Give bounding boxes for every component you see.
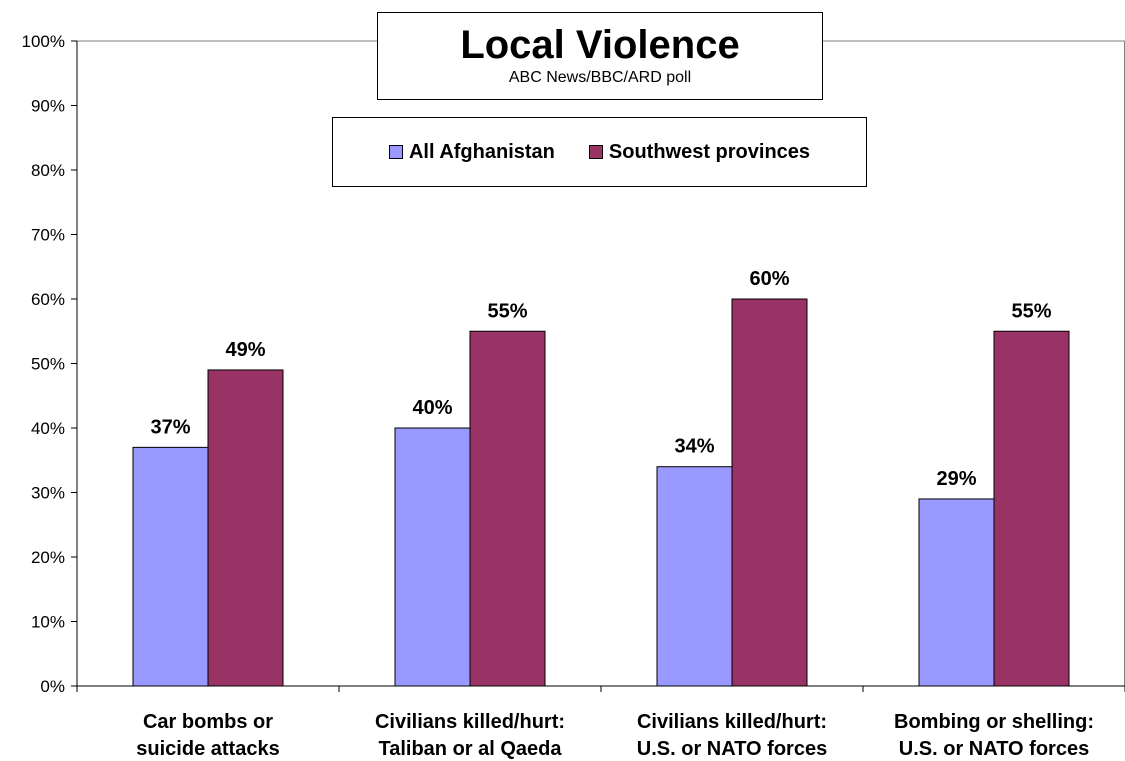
bar-southwest-provinces-1	[207, 369, 284, 687]
y-tick-label: 80%	[31, 161, 65, 180]
bar-all-afghanistan-2	[394, 427, 471, 687]
bar-southwest-provinces-4	[993, 330, 1070, 687]
x-category-label: suicide attacks	[136, 738, 279, 760]
x-category-label: Car bombs or	[143, 711, 273, 733]
y-tick-label: 30%	[31, 484, 65, 503]
bar-all-afghanistan-1	[132, 446, 209, 687]
chart-title: Local Violence	[460, 23, 740, 67]
y-tick-label: 10%	[31, 613, 65, 632]
data-label: 37%	[150, 416, 190, 438]
bar-southwest-provinces-3	[731, 298, 808, 687]
legend-label-southwest-provinces: Southwest provinces	[608, 140, 811, 163]
y-tick-label: 0%	[40, 677, 65, 696]
chart-subtitle: ABC News/BBC/ARD poll	[508, 69, 692, 86]
bar-all-afghanistan-3	[656, 466, 733, 687]
y-tick-label: 90%	[31, 97, 65, 116]
y-tick-label: 50%	[31, 355, 65, 374]
chart-title-box: Local Violence ABC News/BBC/ARD poll	[377, 12, 823, 100]
x-category-label: Civilians killed/hurt:	[375, 711, 565, 733]
chart-legend: All Afghanistan Southwest provinces	[332, 117, 867, 187]
y-tick-label: 20%	[31, 548, 65, 567]
bar-southwest-provinces-2	[469, 330, 546, 687]
y-tick-label: 60%	[31, 290, 65, 309]
legend-swatch-all-afghanistan	[388, 145, 403, 159]
x-category-label: U.S. or NATO forces	[637, 738, 827, 760]
data-label: 40%	[412, 397, 452, 419]
y-tick-label: 70%	[31, 226, 65, 245]
data-label: 49%	[225, 339, 265, 361]
x-category-label: Civilians killed/hurt:	[637, 711, 827, 733]
data-label: 55%	[1011, 300, 1051, 322]
x-category-label: Taliban or al Qaeda	[378, 738, 562, 760]
y-tick-label: 40%	[31, 419, 65, 438]
data-label: 60%	[749, 268, 789, 290]
data-label: 29%	[936, 468, 976, 490]
x-category-label: Bombing or shelling:	[894, 711, 1094, 733]
data-label: 55%	[487, 300, 527, 322]
legend-item-southwest-provinces: Southwest provinces	[588, 140, 811, 164]
data-label: 34%	[674, 436, 714, 458]
legend-label-all-afghanistan: All Afghanistan	[408, 140, 555, 163]
bar-all-afghanistan-4	[918, 498, 995, 687]
y-tick-label: 100%	[22, 32, 65, 51]
legend-item-all-afghanistan: All Afghanistan	[388, 140, 555, 164]
x-category-label: U.S. or NATO forces	[899, 738, 1089, 760]
legend-swatch-southwest-provinces	[588, 145, 603, 159]
